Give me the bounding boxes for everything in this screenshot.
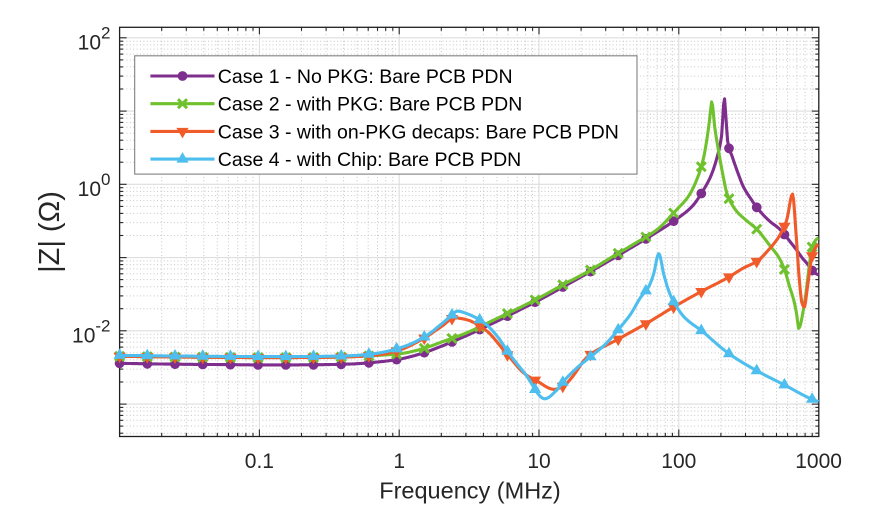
svg-text:Frequency (MHz): Frequency (MHz) xyxy=(379,477,561,503)
svg-text:Case 4 - with Chip: Bare PCB P: Case 4 - with Chip: Bare PCB PDN xyxy=(218,149,521,171)
svg-text:0.1: 0.1 xyxy=(245,450,274,473)
svg-text:Case 1 - No PKG: Bare PCB PDN: Case 1 - No PKG: Bare PCB PDN xyxy=(218,66,513,88)
svg-text:10: 10 xyxy=(72,324,95,347)
svg-text:10: 10 xyxy=(78,178,101,201)
svg-text:|Z| (Ω): |Z| (Ω) xyxy=(34,191,66,273)
svg-text:-2: -2 xyxy=(95,316,110,335)
svg-text:1000: 1000 xyxy=(795,450,842,473)
svg-text:Case 2 - with PKG: Bare PCB PD: Case 2 - with PKG: Bare PCB PDN xyxy=(218,94,523,116)
svg-text:0: 0 xyxy=(101,170,110,189)
svg-text:100: 100 xyxy=(661,450,696,473)
svg-text:10: 10 xyxy=(527,450,550,473)
svg-text:Case 3 - with on-PKG decaps: B: Case 3 - with on-PKG decaps: Bare PCB PD… xyxy=(218,121,619,143)
svg-text:1: 1 xyxy=(393,450,405,473)
svg-text:2: 2 xyxy=(101,23,110,42)
svg-text:10: 10 xyxy=(78,31,101,54)
